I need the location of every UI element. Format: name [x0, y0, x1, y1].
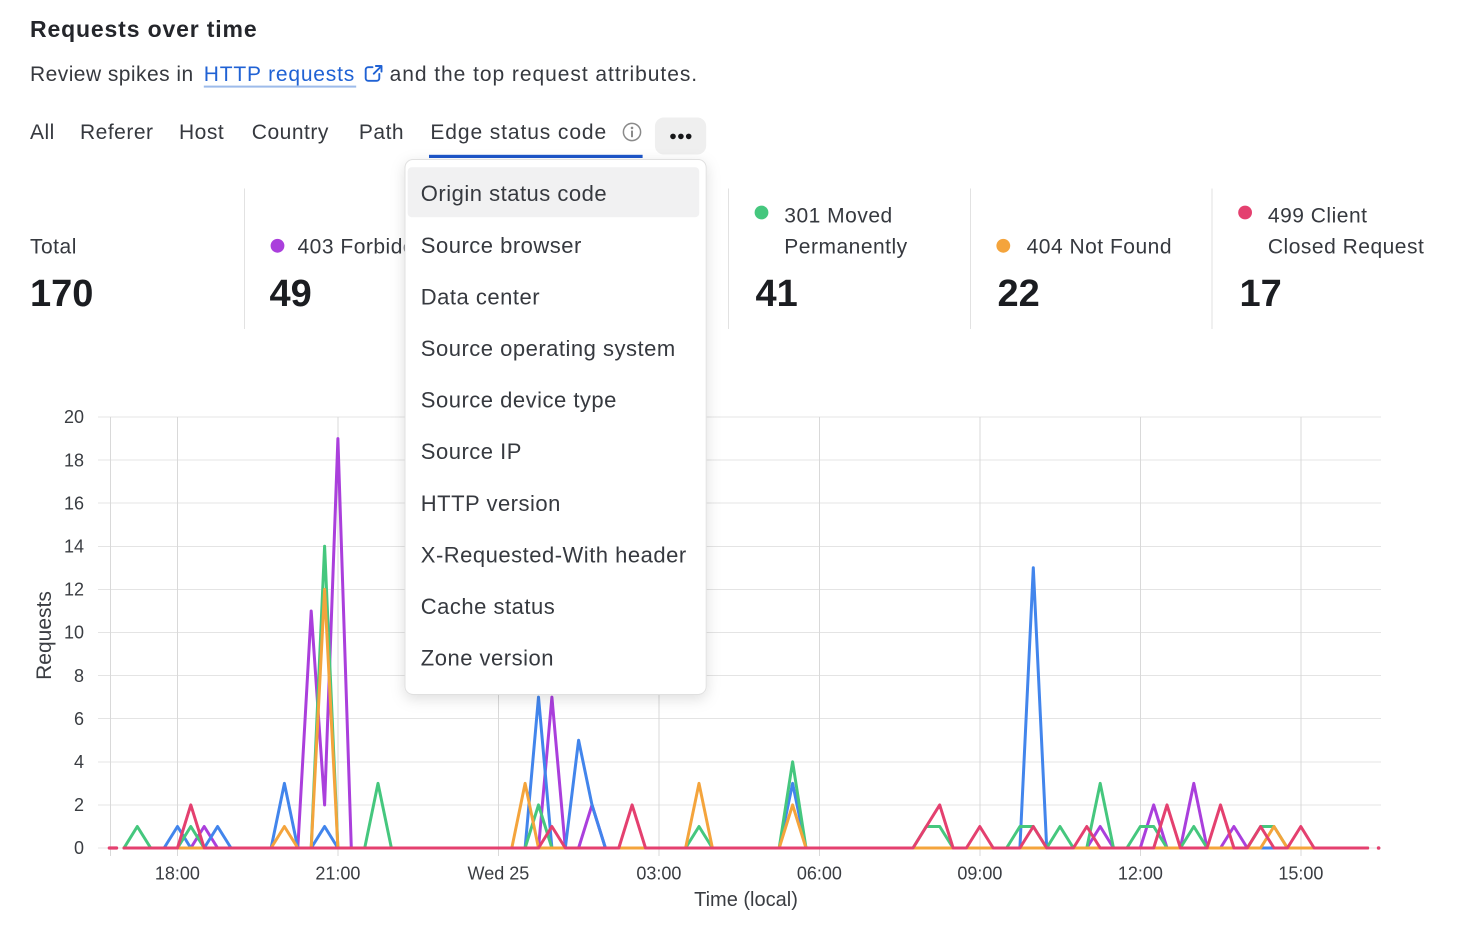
svg-text:6: 6: [74, 709, 84, 729]
svg-text:HTTP version: HTTP version: [421, 491, 561, 516]
svg-text:Source IP: Source IP: [421, 439, 522, 464]
svg-text:Path: Path: [359, 121, 404, 144]
svg-text:09:00: 09:00: [957, 864, 1002, 884]
svg-text:20: 20: [64, 407, 84, 427]
svg-text:Requests: Requests: [33, 591, 56, 680]
svg-text:12: 12: [64, 580, 84, 600]
svg-text:170: 170: [30, 273, 93, 315]
svg-text:4: 4: [74, 752, 84, 772]
svg-text:Edge status code: Edge status code: [430, 121, 607, 144]
svg-text:All: All: [30, 121, 55, 144]
svg-text:06:00: 06:00: [797, 864, 842, 884]
svg-text:18:00: 18:00: [155, 864, 200, 884]
svg-text:16: 16: [64, 493, 84, 513]
svg-text:301 Moved: 301 Moved: [784, 204, 892, 227]
svg-text:8: 8: [74, 666, 84, 686]
svg-text:Requests over time: Requests over time: [30, 16, 258, 42]
svg-text:and the top request attributes: and the top request attributes.: [390, 63, 698, 86]
svg-text:03:00: 03:00: [636, 864, 681, 884]
svg-text:12:00: 12:00: [1118, 864, 1163, 884]
svg-text:Review spikes in: Review spikes in: [30, 63, 194, 86]
svg-text:X-Requested-With header: X-Requested-With header: [421, 542, 687, 567]
svg-text:14: 14: [64, 537, 84, 557]
svg-text:Source device type: Source device type: [421, 388, 617, 413]
svg-text:Permanently: Permanently: [784, 236, 907, 259]
svg-text:0: 0: [74, 838, 84, 858]
svg-text:Origin status code: Origin status code: [421, 181, 607, 206]
svg-text:Cache status: Cache status: [421, 594, 555, 619]
svg-text:22: 22: [998, 273, 1040, 315]
svg-text:18: 18: [64, 450, 84, 470]
svg-text:Referer: Referer: [80, 121, 154, 144]
svg-text:404 Not Found: 404 Not Found: [1027, 236, 1172, 259]
svg-text:Zone version: Zone version: [421, 646, 554, 671]
svg-text:499 Client: 499 Client: [1268, 204, 1368, 227]
svg-text:17: 17: [1240, 273, 1282, 315]
svg-text:Country: Country: [252, 121, 329, 144]
svg-text:21:00: 21:00: [315, 864, 360, 884]
svg-text:Time (local): Time (local): [694, 889, 798, 911]
svg-text:15:00: 15:00: [1278, 864, 1323, 884]
svg-text:403 Forbidden: 403 Forbidden: [298, 236, 440, 259]
svg-text:49: 49: [270, 273, 312, 315]
svg-text:HTTP requests: HTTP requests: [204, 63, 355, 86]
svg-text:Host: Host: [179, 121, 224, 144]
svg-text:Source operating system: Source operating system: [421, 336, 676, 361]
svg-text:41: 41: [756, 273, 798, 315]
svg-text:Total: Total: [30, 236, 77, 259]
svg-text:2: 2: [74, 795, 84, 815]
svg-text:Wed 25: Wed 25: [468, 864, 530, 884]
svg-text:Closed Request: Closed Request: [1268, 236, 1424, 259]
svg-text:Source browser: Source browser: [421, 233, 582, 258]
svg-text:10: 10: [64, 623, 84, 643]
svg-text:Data center: Data center: [421, 284, 540, 309]
